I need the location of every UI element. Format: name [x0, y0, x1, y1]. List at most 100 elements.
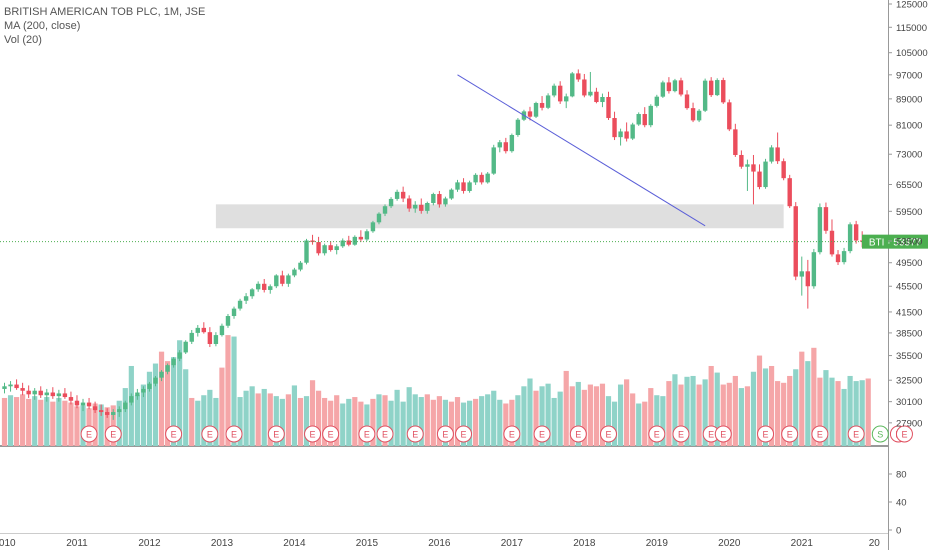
candle-body [841, 251, 847, 263]
candle-body [207, 332, 213, 345]
earnings-marker-circle [376, 425, 394, 443]
volume-bar [303, 396, 310, 446]
volume-bar [684, 376, 690, 446]
volume-bar [400, 401, 406, 446]
candle [92, 401, 98, 414]
candle-body [515, 119, 521, 135]
candle-body [249, 289, 255, 297]
candle-body [823, 207, 829, 231]
candle [129, 393, 134, 406]
candle-body [80, 402, 86, 406]
earnings-marker-text: E [171, 430, 177, 440]
candle [781, 158, 786, 181]
volume-bar [225, 335, 231, 446]
candle-body [763, 161, 768, 188]
volume-bar [781, 382, 787, 446]
volume-bar [20, 394, 26, 446]
candle [702, 78, 708, 113]
candle [557, 81, 563, 104]
volume-bar [702, 379, 708, 446]
candle [787, 174, 792, 209]
volume-bar [738, 388, 744, 446]
candle [618, 128, 623, 146]
volume-bar [364, 404, 370, 446]
candle-body [213, 335, 219, 345]
candle [328, 241, 333, 252]
candle [570, 71, 575, 98]
last-price-text: BTI · 53377 [869, 238, 922, 249]
candle-body [129, 396, 134, 403]
candle-body [123, 402, 128, 410]
earnings-marker-text: E [461, 430, 467, 440]
candle [400, 186, 406, 203]
symbol-title[interactable]: BRITISH AMERICAN TOB PLC, 1M, JSE [4, 6, 206, 18]
candle [370, 220, 376, 233]
volume-bar [98, 404, 104, 446]
candle [745, 159, 750, 191]
candle-body [576, 73, 581, 80]
earnings-marker: E [702, 425, 720, 443]
earnings-marker-circle [304, 425, 322, 443]
volume-bar [466, 400, 473, 446]
candle-body [696, 110, 702, 121]
volume-bar [636, 403, 642, 446]
volume-bar [835, 381, 841, 446]
volume-bar [847, 375, 853, 446]
candle-body [745, 164, 750, 167]
candle [225, 313, 231, 328]
candle [594, 87, 599, 104]
time-axis-label: 20 [869, 538, 881, 549]
candle-body [195, 327, 200, 333]
candle [388, 197, 394, 209]
candle [588, 71, 593, 97]
earnings-marker-circle [781, 425, 799, 443]
ma-indicator-label[interactable]: MA (200, close) [4, 20, 81, 32]
price-tick-label: 41500 [896, 307, 922, 318]
volume-indicator-label[interactable]: Vol (20) [4, 34, 42, 46]
volume-bar [152, 363, 159, 446]
volume-bar [328, 400, 334, 446]
candle [286, 273, 291, 287]
candle-body [467, 182, 472, 191]
earnings-marker-text: E [328, 430, 334, 440]
candle-body [153, 377, 158, 384]
candle-body [503, 142, 509, 152]
volume-bar [672, 374, 678, 446]
volume-bar [128, 365, 134, 446]
candle [648, 104, 653, 128]
volume-bar [279, 398, 285, 446]
candle-body [419, 204, 424, 211]
earnings-marker-circle [503, 425, 521, 443]
candle-body [86, 402, 92, 407]
earnings-marker-text: E [364, 430, 370, 440]
candle-body [443, 198, 448, 205]
candle [431, 192, 436, 206]
earnings-marker-circle [455, 425, 473, 443]
volume-bar [533, 390, 539, 446]
volume-bar [708, 365, 714, 446]
candle [624, 122, 629, 142]
candle [739, 150, 744, 169]
earnings-marker-circle [533, 425, 551, 443]
volume-bar [768, 365, 775, 446]
volume-bar [756, 355, 763, 446]
price-tick-label: 125000 [896, 0, 928, 11]
candle [805, 259, 811, 309]
volume-bar [539, 386, 545, 446]
volume-bar [775, 381, 781, 446]
candle [829, 219, 835, 257]
volume-bar [545, 383, 551, 446]
earnings-marker: E [672, 425, 690, 443]
volume-bar [183, 369, 189, 446]
candle-body [111, 412, 116, 415]
volume-bar [841, 388, 847, 446]
candle-body [304, 240, 309, 263]
time-axis: 2010 2011 2012 2013 2014 2015 2016 2017 2018 2019… [0, 538, 880, 549]
earnings-marker-text: E [382, 430, 388, 440]
volume-bar [267, 393, 273, 446]
candle [696, 109, 702, 123]
earnings-marker-circle [267, 425, 285, 443]
candle [352, 235, 358, 246]
